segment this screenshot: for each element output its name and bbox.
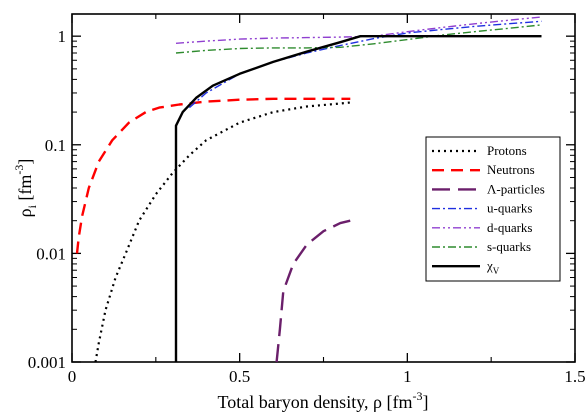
legend-label: s-quarks [487,239,531,254]
x-tick-label: 0.5 [229,367,250,386]
y-axis-ticks: 0.001 0.01 0.1 1 [28,27,575,372]
series-line-6 [174,35,542,362]
y-tick-label: 1 [58,27,67,46]
x-tick-label: 1 [403,367,412,386]
legend-label: Neutrons [487,162,535,177]
series-line-1 [75,97,351,254]
x-axis-label: Total baryon density, ρ [fm-3] [217,389,428,412]
y-tick-label: 0.01 [36,244,66,263]
y-tick-label: 0.001 [28,353,66,372]
legend-label: χV [486,258,500,276]
x-axis-ticks: 0 0.5 1 1.5 [68,14,586,386]
series-layer [75,16,542,363]
series-line-5 [175,24,542,54]
legend-label: d-quarks [487,220,533,235]
legend-label: Protons [487,143,527,158]
legend: Protons Neutrons Λ-particles u-quarks d-quar… [425,136,561,282]
y-axis-label: ρi [fm-3] [12,159,39,218]
legend-label: u-quarks [487,201,533,216]
x-tick-label: 0 [68,367,77,386]
series-line-0 [94,101,351,363]
legend-label: Λ-particles [487,181,545,196]
y-tick-label: 0.1 [45,136,66,155]
series-line-4 [175,16,542,44]
x-tick-label: 1.5 [564,367,585,386]
series-line-2 [275,219,351,363]
series-line-3 [188,20,542,109]
